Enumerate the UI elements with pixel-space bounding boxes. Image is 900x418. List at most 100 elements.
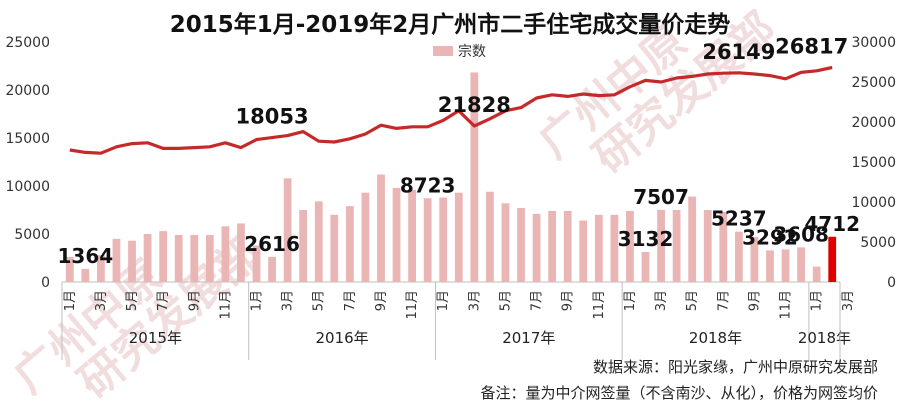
volume-data-label: 4712: [804, 212, 860, 236]
y-right-tick-label: 15000: [851, 155, 896, 171]
volume-bar: [190, 234, 199, 282]
y-right-tick-label: 10000: [851, 195, 896, 211]
volume-bar: [112, 238, 121, 282]
x-tick-label: 3月: [94, 290, 109, 311]
x-tick-label: 5月: [312, 290, 327, 311]
volume-data-label: 3132: [618, 227, 674, 251]
volume-bar: [626, 210, 634, 282]
volume-bar: [299, 210, 308, 282]
price-data-label: 26149: [702, 40, 775, 64]
remark-note: 备注：量为中介网签量（不含南沙、从化），价格为网签均价: [480, 384, 878, 402]
x-tick-label: 11月: [218, 290, 233, 320]
y-right-tick-label: 5000: [860, 235, 896, 251]
volume-bar: [65, 257, 74, 282]
volume-data-label: 8723: [400, 173, 456, 197]
volume-bar: [828, 236, 837, 282]
source-note: 数据来源：阳光家缘，广州中原研究发展部: [593, 358, 878, 376]
x-tick-label: 7月: [716, 290, 731, 311]
year-label: 2018年: [689, 329, 742, 347]
volume-bars: [65, 72, 837, 282]
volume-data-label: 1364: [58, 244, 114, 268]
year-label: 2016年: [315, 329, 368, 347]
volume-data-label: 3608: [773, 222, 829, 246]
volume-bar: [97, 255, 105, 282]
x-tick-label: 1月: [63, 290, 78, 311]
y-left-tick-label: 25000: [5, 35, 50, 51]
y-right-tick-label: 30000: [851, 35, 896, 51]
x-tick-label: 9月: [561, 290, 576, 311]
volume-bar: [517, 208, 525, 282]
x-tick-label: 5月: [685, 290, 700, 311]
y-left-tick-label: 15000: [5, 131, 50, 147]
x-tick-label: 3月: [654, 290, 669, 311]
volume-bar: [532, 213, 541, 282]
volume-bar: [454, 192, 463, 282]
volume-bar: [486, 191, 494, 282]
volume-bar: [252, 245, 261, 282]
volume-data-label: 2616: [244, 232, 300, 256]
volume-bar: [470, 72, 479, 282]
legend-label: 宗数: [458, 44, 486, 60]
volume-bar: [174, 234, 183, 282]
y-left-tick-label: 10000: [5, 179, 50, 195]
volume-bar: [797, 247, 805, 282]
volume-bar: [657, 209, 665, 282]
x-tick-label: 7月: [530, 290, 545, 311]
y-right-tick-label: 25000: [851, 75, 896, 91]
volume-bar: [812, 266, 821, 282]
y-right-tick-label: 20000: [851, 115, 896, 131]
price-data-label: 26817: [775, 34, 848, 58]
volume-bar: [392, 187, 401, 282]
axes: 0 5000 10000 15000 20000 25000 0 5000 10000 15000…: [5, 35, 896, 360]
x-tick-label: 9月: [747, 290, 762, 311]
price-series-line: [69, 65, 833, 155]
legend: 宗数: [433, 44, 486, 60]
volume-bar: [143, 234, 152, 282]
volume-bar: [579, 220, 588, 282]
volume-data-label: 3292: [742, 225, 798, 249]
x-tick-label: 9月: [374, 290, 389, 311]
y-left-tick-label: 5000: [14, 227, 50, 243]
x-tick-label: 1月: [623, 290, 638, 311]
volume-bar: [268, 256, 276, 282]
volume-bar: [377, 174, 385, 282]
x-tick-label: 5月: [498, 290, 513, 311]
volume-bar: [205, 234, 214, 282]
volume-bar: [423, 198, 432, 282]
x-tick-label: 3月: [281, 290, 296, 311]
year-label: 2018年: [798, 329, 851, 347]
price-line: [69, 65, 833, 155]
price-data-label: 18053: [236, 105, 309, 129]
x-tick-label: 3月: [467, 290, 482, 311]
volume-bar: [439, 197, 448, 282]
volume-bar: [594, 214, 603, 282]
chart-title: 2015年1月-2019年2月广州市二手住宅成交量价走势: [170, 11, 731, 38]
volume-bar: [330, 214, 339, 282]
x-tick-label: 1月: [436, 290, 451, 311]
volume-bar: [548, 210, 557, 282]
volume-bar: [361, 192, 370, 282]
volume-bar: [408, 189, 416, 282]
volume-bar: [221, 226, 230, 282]
volume-bar: [237, 223, 245, 282]
volume-bar: [314, 201, 323, 282]
volume-bar: [81, 268, 90, 282]
volume-bar: [610, 214, 619, 282]
x-tick-label: 9月: [187, 290, 202, 311]
volume-bar: [766, 250, 774, 282]
volume-bar: [283, 178, 292, 282]
volume-data-label: 5237: [711, 207, 767, 231]
volume-bar: [501, 203, 510, 282]
year-label: 2017年: [502, 329, 555, 347]
volume-bar: [781, 249, 790, 282]
x-tick-label: 3月: [841, 290, 856, 311]
volume-bar: [159, 231, 168, 282]
y-left-tick-label: 0: [41, 275, 50, 291]
x-tick-label: 11月: [405, 290, 420, 320]
volume-bar: [750, 236, 759, 282]
volume-bar: [734, 231, 743, 282]
y-left-tick-label: 20000: [5, 83, 50, 99]
x-tick-label: 11月: [592, 290, 607, 320]
